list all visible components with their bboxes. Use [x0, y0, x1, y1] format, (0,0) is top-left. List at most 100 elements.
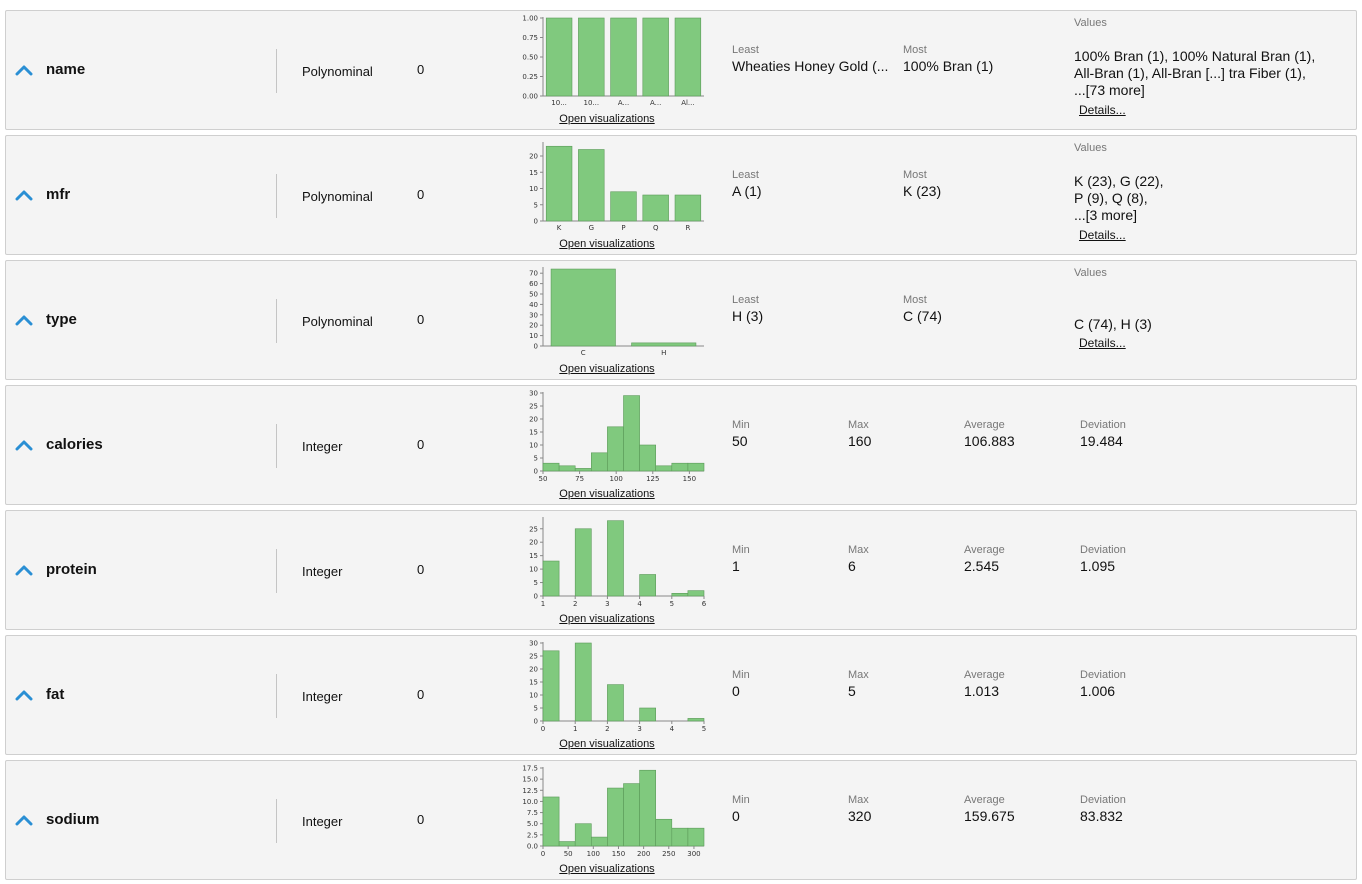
collapse-chevron-icon[interactable]	[15, 438, 33, 452]
missing-count: 0	[417, 312, 425, 327]
x-tick-label: 100	[609, 475, 622, 483]
open-visualizations-link[interactable]: Open visualizations	[559, 488, 655, 500]
x-tick-label: A...	[618, 99, 629, 107]
least-label: Least	[732, 169, 759, 181]
average-value: 2.545	[964, 558, 1000, 574]
deviation-label: Deviation	[1080, 669, 1126, 681]
x-tick-label: 1	[541, 600, 545, 608]
x-tick-label: 200	[637, 850, 650, 858]
y-tick-label: 5	[534, 455, 538, 463]
bar	[545, 17, 573, 97]
collapse-chevron-icon[interactable]	[15, 563, 33, 577]
attribute-row: protein Integer 0 0 5 10 15 20 25 1 2 3 4 5 6 Open visu…	[5, 510, 1357, 630]
collapse-chevron-icon[interactable]	[15, 188, 33, 202]
collapse-chevron-icon[interactable]	[15, 813, 33, 827]
x-tick-label: 250	[662, 850, 675, 858]
deviation-value: 83.832	[1080, 808, 1123, 824]
y-tick-label: 0.75	[522, 34, 538, 42]
deviation-label: Deviation	[1080, 544, 1126, 556]
open-visualizations-link[interactable]: Open visualizations	[559, 238, 655, 250]
y-tick-label: 15.0	[522, 776, 538, 784]
average-value: 1.013	[964, 683, 1000, 699]
histogram-bin	[607, 787, 624, 847]
attribute-name: fat	[46, 686, 65, 703]
x-tick-label: Al...	[681, 99, 694, 107]
collapse-chevron-icon[interactable]	[15, 688, 33, 702]
max-label: Max	[848, 794, 869, 806]
values-line: ...[3 more]	[1074, 207, 1138, 223]
open-visualizations-link[interactable]: Open visualizations	[559, 113, 655, 125]
column-divider	[276, 299, 277, 343]
collapse-chevron-icon[interactable]	[15, 313, 33, 327]
x-tick-label: 4	[637, 600, 642, 608]
y-tick-label: 5	[534, 579, 538, 587]
most-label: Most	[903, 294, 927, 306]
deviation-label: Deviation	[1080, 419, 1126, 431]
histogram-bin	[655, 465, 673, 472]
histogram-bin	[671, 593, 689, 597]
y-tick-label: 15	[529, 429, 538, 437]
histogram-bin	[623, 783, 640, 847]
details-link[interactable]: Details...	[1079, 336, 1126, 350]
bar	[578, 17, 605, 97]
attribute-type: Polynominal	[302, 64, 373, 79]
attribute-name: mfr	[46, 186, 71, 203]
attribute-row: name Polynominal 0 0.00 0.25 0.50 0.75 1.00 10..…	[5, 10, 1357, 130]
y-tick-label: 30	[529, 311, 538, 319]
min-label: Min	[732, 794, 750, 806]
max-value: 160	[848, 433, 872, 449]
y-tick-label: 50	[529, 291, 538, 299]
values-label: Values	[1074, 267, 1107, 279]
min-value: 0	[732, 683, 740, 699]
attribute-type: Integer	[302, 439, 343, 454]
bar	[674, 194, 702, 222]
x-tick-label: 10...	[584, 99, 600, 107]
deviation-label: Deviation	[1080, 794, 1126, 806]
histogram-bin	[671, 827, 689, 847]
details-link[interactable]: Details...	[1079, 103, 1126, 117]
y-tick-label: 15	[529, 552, 538, 560]
x-tick-label: 10...	[551, 99, 567, 107]
missing-count: 0	[417, 687, 425, 702]
x-tick-label: 5	[670, 600, 674, 608]
y-tick-label: 10	[529, 332, 538, 340]
x-tick-label: 3	[605, 600, 609, 608]
column-divider	[276, 174, 277, 218]
open-visualizations-link[interactable]: Open visualizations	[559, 613, 655, 625]
open-visualizations-link[interactable]: Open visualizations	[559, 863, 655, 875]
y-tick-label: 20	[529, 322, 538, 330]
y-tick-label: 0	[534, 718, 538, 726]
values-line: All-Bran (1), All-Bran [...] tra Fiber (…	[1074, 65, 1306, 81]
collapse-chevron-icon[interactable]	[15, 63, 33, 77]
x-tick-label: C	[581, 349, 586, 357]
histogram-bin	[558, 465, 576, 472]
x-tick-label: R	[685, 224, 690, 232]
y-tick-label: 25	[529, 525, 538, 533]
histogram-bin	[591, 836, 608, 847]
distribution-chart: 0 5 10 15 20 K G P Q R	[529, 142, 704, 232]
values-summary: K (23), G (22), P (9), Q (8), ...[3 more]	[1074, 173, 1349, 224]
x-tick-label: G	[589, 224, 594, 232]
bar	[642, 17, 669, 97]
min-value: 1	[732, 558, 740, 574]
details-link[interactable]: Details...	[1079, 228, 1126, 242]
y-tick-label: 0.25	[522, 73, 538, 81]
least-label: Least	[732, 294, 759, 306]
open-visualizations-link[interactable]: Open visualizations	[559, 738, 655, 750]
attribute-type: Integer	[302, 814, 343, 829]
open-visualizations-link[interactable]: Open visualizations	[559, 363, 655, 375]
histogram-bin	[542, 650, 560, 722]
histogram-bin	[687, 718, 705, 722]
min-value: 0	[732, 808, 740, 824]
column-divider	[276, 549, 277, 593]
bar	[674, 17, 702, 97]
attribute-name: calories	[46, 436, 103, 453]
x-tick-label: 100	[587, 850, 600, 858]
histogram-bin	[687, 827, 705, 847]
values-line: P (9), Q (8),	[1074, 190, 1148, 206]
y-tick-label: 70	[529, 270, 538, 278]
y-tick-label: 7.5	[527, 809, 538, 817]
max-value: 5	[848, 683, 856, 699]
most-value: 100% Bran (1)	[903, 58, 994, 74]
deviation-value: 19.484	[1080, 433, 1123, 449]
